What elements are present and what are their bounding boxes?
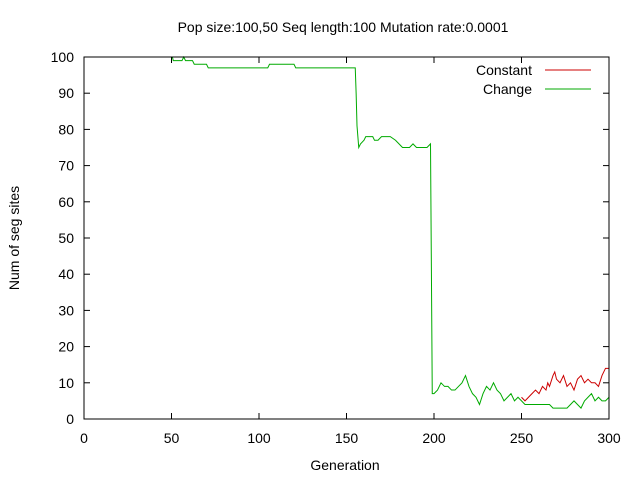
series-line-change — [171, 55, 610, 410]
x-tick-label: 250 — [510, 430, 534, 446]
x-tick-label: 300 — [597, 430, 621, 446]
x-axis-title: Generation — [310, 457, 379, 473]
y-tick-label: 20 — [58, 339, 74, 355]
legend-label-constant: Constant — [476, 62, 532, 78]
x-tick-label: 200 — [422, 430, 446, 446]
legend-label-change: Change — [483, 81, 532, 97]
legend: Constant Change — [476, 62, 591, 97]
x-tick-label: 150 — [335, 430, 359, 446]
plot-frame — [83, 56, 610, 420]
x-tick-label: 0 — [80, 430, 88, 446]
x-tick-label: 100 — [247, 430, 271, 446]
y-tick-label: 70 — [58, 158, 74, 174]
x-tick-label: 50 — [164, 430, 180, 446]
series-line-constant — [521, 367, 609, 402]
y-tick-label: 0 — [66, 411, 74, 427]
y-tick-label: 100 — [51, 49, 75, 65]
y-tick-label: 60 — [58, 194, 74, 210]
y-tick-label: 30 — [58, 302, 74, 318]
y-tick-label: 80 — [58, 121, 74, 137]
y-tick-label: 40 — [58, 266, 74, 282]
y-tick-label: 50 — [58, 230, 74, 246]
series-layer — [171, 55, 610, 410]
chart-title: Pop size:100,50 Seq length:100 Mutation … — [178, 19, 509, 35]
y-tick-label: 90 — [58, 85, 74, 101]
y-tick-label: 10 — [58, 375, 74, 391]
y-axis: 0 10 20 30 40 50 60 70 80 90 100 — [51, 49, 609, 427]
y-axis-title: Num of seg sites — [6, 186, 22, 290]
x-axis: 0 50 100 150 200 250 300 — [80, 57, 621, 446]
